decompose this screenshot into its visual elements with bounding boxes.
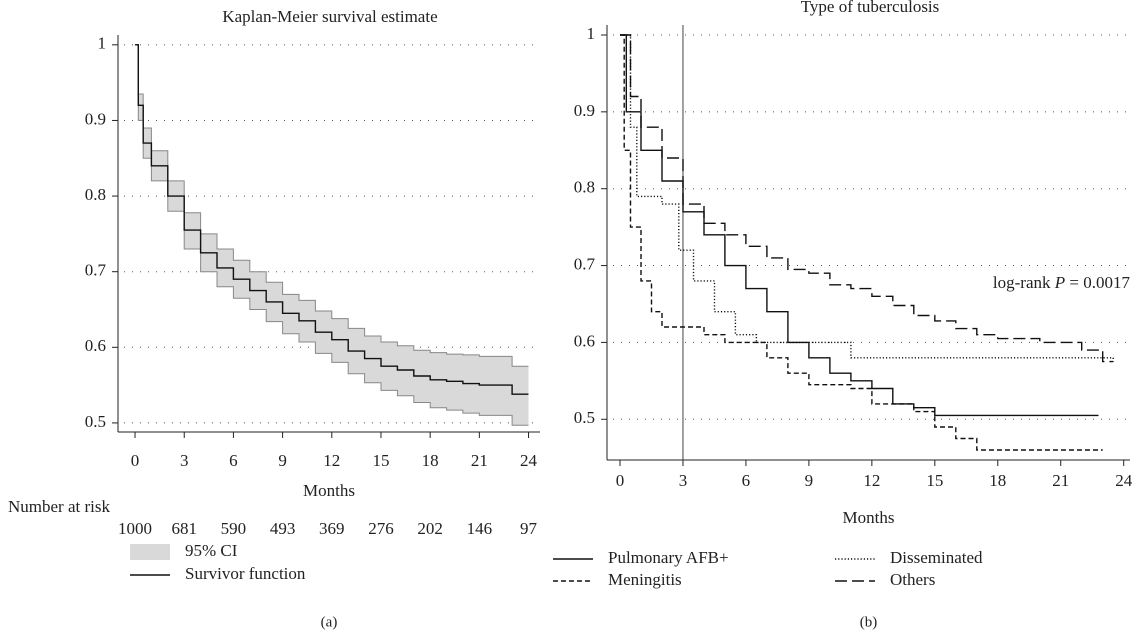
- ci-upper: [135, 44, 529, 367]
- x-tick-label: 0: [616, 471, 625, 490]
- risk-count: 146: [467, 519, 493, 538]
- risk-title: Number at risk: [8, 497, 110, 516]
- y-tick-label: 0.6: [574, 331, 595, 350]
- x-tick-label: 0: [131, 451, 140, 470]
- chart-title: Kaplan-Meier survival estimate: [222, 7, 437, 26]
- annotation-stat: P: [1054, 273, 1065, 292]
- y-tick-label: 0.7: [85, 261, 107, 280]
- y-tick-label: 0.7: [574, 254, 596, 273]
- legend-label: 95% CI: [185, 541, 238, 560]
- legend-label: Others: [890, 570, 935, 589]
- y-tick-label: 1: [98, 34, 107, 53]
- y-tick-label: 0.5: [574, 408, 595, 427]
- risk-count: 493: [270, 519, 296, 538]
- x-tick-label: 21: [1052, 471, 1069, 490]
- x-tick-label: 18: [422, 451, 439, 470]
- x-tick-label: 3: [679, 471, 688, 490]
- ci-band: [135, 44, 529, 426]
- legend-label: Meningitis: [608, 570, 682, 589]
- risk-count: 681: [171, 519, 197, 538]
- risk-count: 276: [368, 519, 394, 538]
- risk-count: 590: [221, 519, 247, 538]
- y-tick-label: 1: [587, 24, 596, 43]
- x-tick-label: 15: [926, 471, 943, 490]
- y-tick-label: 0.6: [85, 336, 106, 355]
- panel-label: (a): [321, 614, 338, 630]
- y-tick-label: 0.8: [85, 185, 106, 204]
- x-axis-label: Months: [843, 508, 895, 527]
- risk-count: 202: [417, 519, 443, 538]
- x-tick-label: 24: [520, 451, 538, 470]
- x-tick-label: 3: [180, 451, 189, 470]
- x-tick-label: 15: [372, 451, 389, 470]
- x-tick-label: 21: [471, 451, 488, 470]
- panel-label: (b): [860, 614, 878, 630]
- annotation: log-rank P = 0.0017: [993, 273, 1131, 292]
- risk-count: 369: [319, 519, 345, 538]
- annotation-text: log-rank: [993, 273, 1055, 292]
- x-tick-label: 6: [742, 471, 751, 490]
- survival-curve: [135, 44, 529, 395]
- risk-count: 1000: [118, 519, 152, 538]
- x-tick-label: 6: [229, 451, 238, 470]
- survival-curve: [620, 34, 1114, 363]
- x-axis-label: Months: [303, 481, 355, 500]
- chart-title: Type of tuberculosis: [801, 0, 940, 16]
- x-tick-label: 24: [1115, 471, 1133, 490]
- y-tick-label: 0.5: [85, 412, 106, 431]
- x-tick-label: 12: [863, 471, 880, 490]
- survival-curve: [620, 34, 1114, 362]
- x-tick-label: 9: [805, 471, 814, 490]
- survival-curve: [620, 34, 1103, 451]
- legend-swatch: [130, 544, 170, 560]
- legend-label: Survivor function: [185, 564, 306, 583]
- survival-curve: [620, 34, 1099, 417]
- legend-label: Pulmonary AFB+: [608, 548, 729, 567]
- x-tick-label: 12: [323, 451, 340, 470]
- risk-count: 97: [520, 519, 538, 538]
- x-tick-label: 18: [989, 471, 1006, 490]
- annotation-text: = 0.0017: [1065, 273, 1130, 292]
- y-tick-label: 0.9: [574, 101, 595, 120]
- legend-label: Disseminated: [890, 548, 983, 567]
- ci-lower: [135, 44, 529, 426]
- y-tick-label: 0.9: [85, 109, 106, 128]
- y-tick-label: 0.8: [574, 178, 595, 197]
- x-tick-label: 9: [278, 451, 287, 470]
